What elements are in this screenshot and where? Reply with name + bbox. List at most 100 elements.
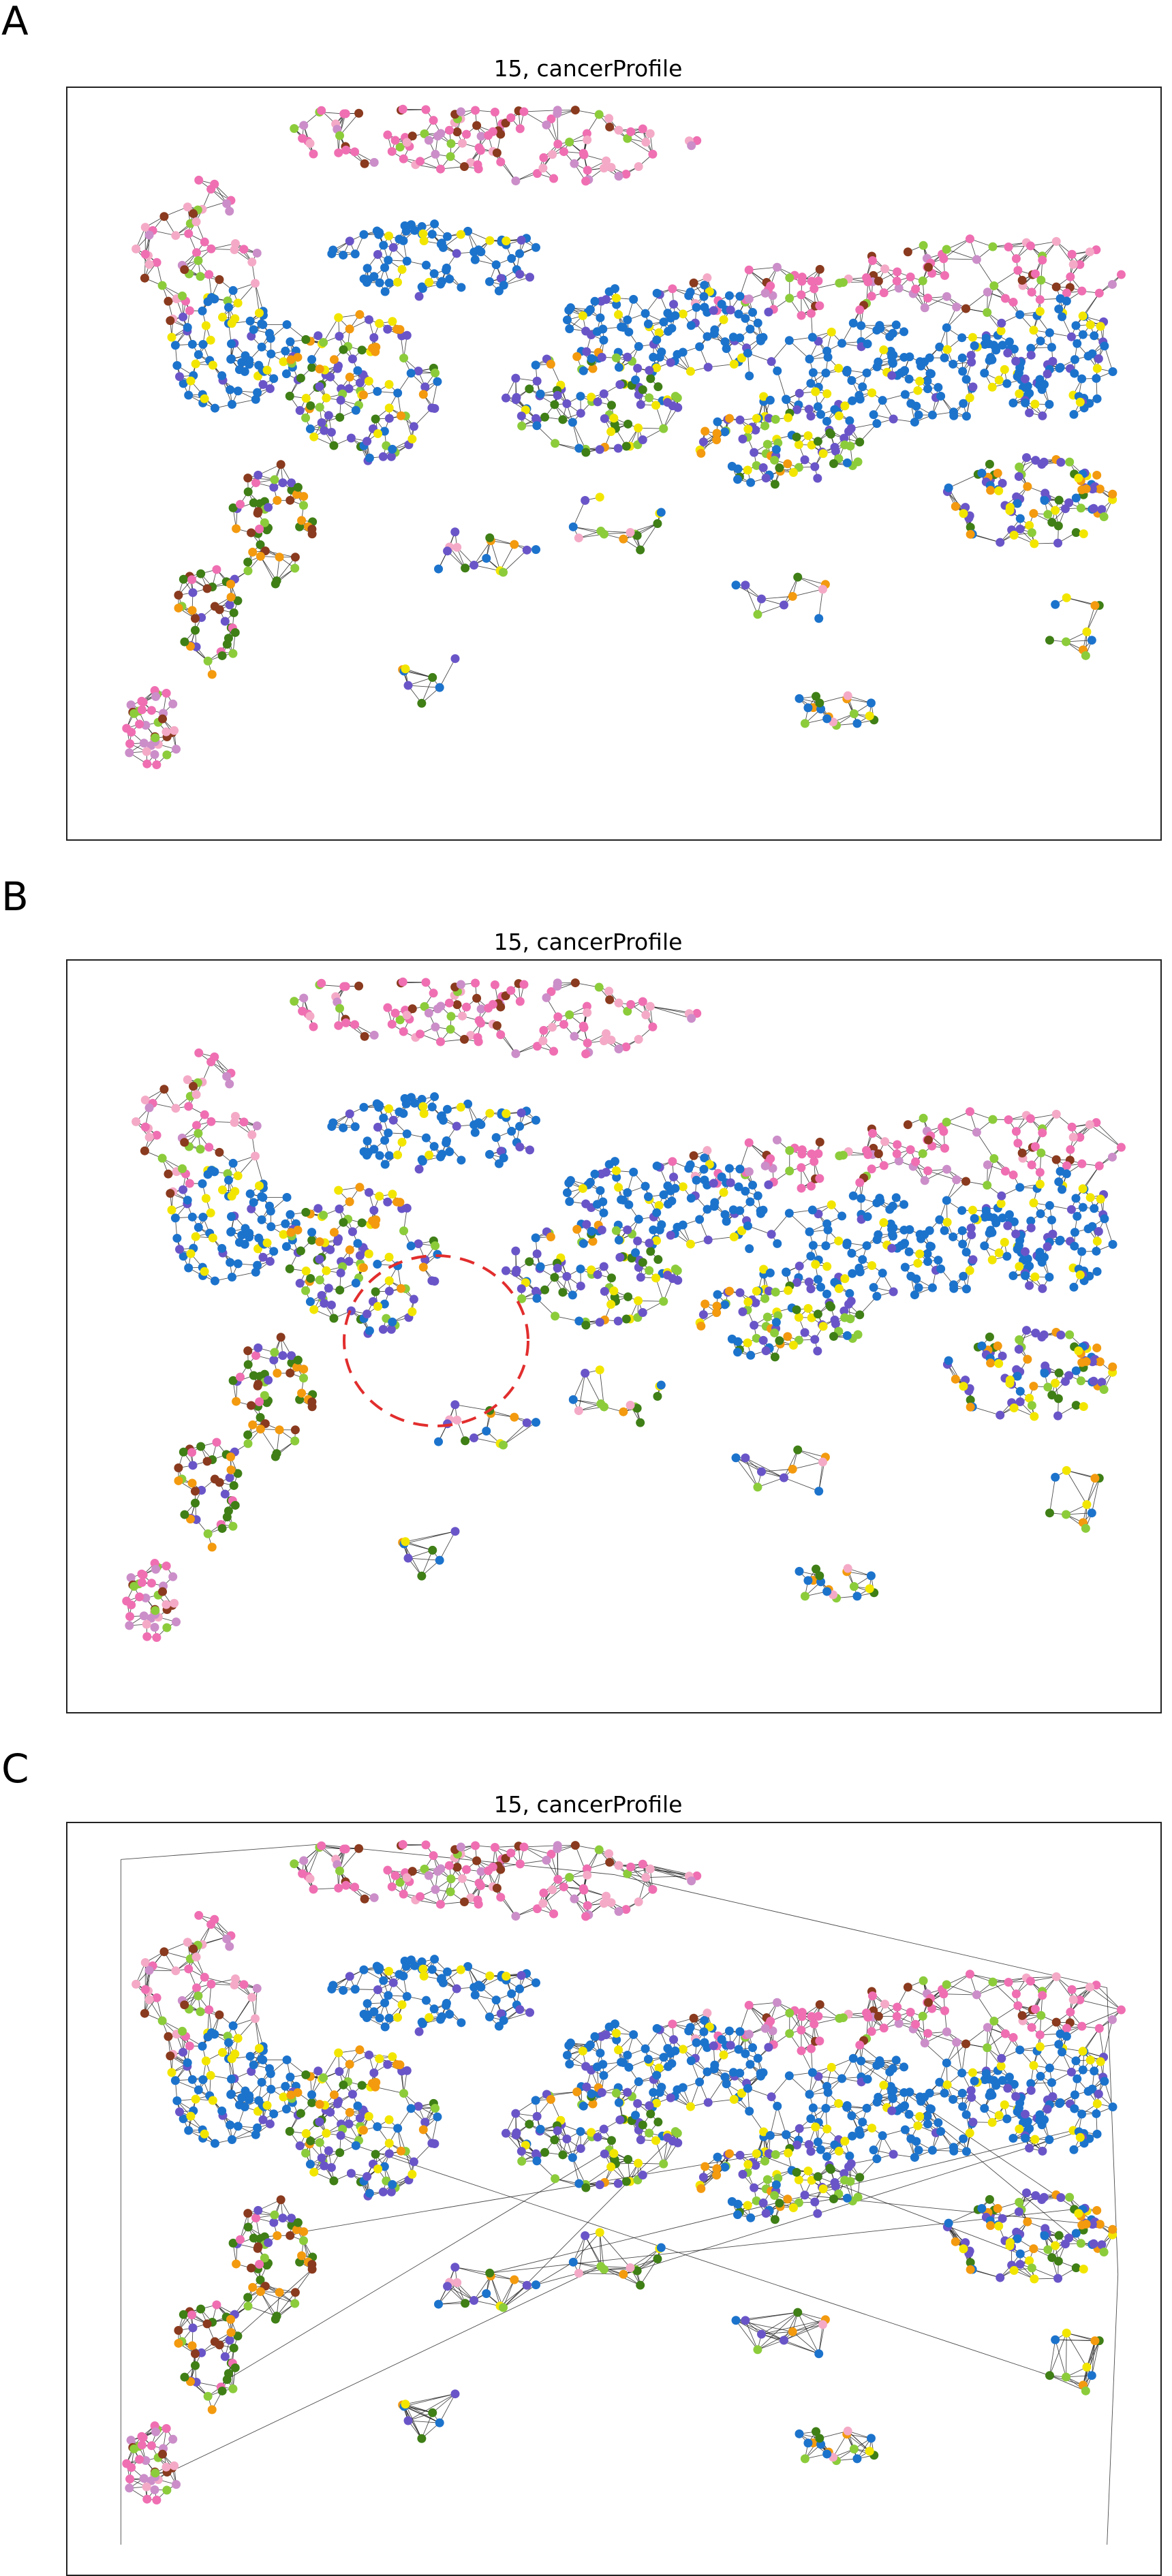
cell-node: [872, 419, 881, 428]
cell-node: [548, 1885, 557, 1894]
cell-node: [636, 1273, 645, 1282]
cell-node: [943, 345, 952, 354]
cell-node: [1004, 1115, 1013, 1124]
cell-node: [286, 2231, 294, 2240]
cell-node: [583, 1901, 592, 1910]
graph-edges: [127, 109, 1122, 764]
cell-node: [249, 498, 258, 507]
cell-node: [892, 1193, 901, 1202]
cell-node: [172, 2096, 181, 2105]
cell-node: [170, 2462, 179, 2470]
cell-node: [174, 2339, 183, 2348]
cell-node: [668, 2019, 677, 2028]
cell-node: [636, 2281, 645, 2290]
cell-node: [243, 558, 252, 567]
cell-node: [531, 545, 540, 554]
cell-node: [188, 1478, 197, 1487]
cell-node: [365, 315, 373, 324]
cell-node: [809, 284, 818, 293]
cell-node: [1070, 369, 1079, 378]
cell-node: [385, 1253, 394, 1262]
cell-node: [671, 1264, 680, 1273]
cell-node: [482, 554, 491, 563]
cell-node: [994, 2222, 1003, 2231]
cell-node: [889, 2150, 898, 2159]
cell-node: [829, 459, 838, 468]
cell-node: [1015, 2207, 1023, 2216]
cell-node: [507, 1127, 516, 1136]
cell-node: [443, 232, 452, 241]
cell-node: [140, 274, 149, 283]
cell-node: [171, 1213, 180, 1222]
cell-node: [429, 989, 438, 997]
cell-node: [430, 1955, 439, 1964]
cell-node: [383, 1866, 392, 1875]
cell-node: [226, 2336, 234, 2344]
cell-node: [581, 2183, 590, 2192]
cell-node: [607, 163, 616, 172]
cell-node: [192, 217, 201, 226]
cell-node: [379, 240, 388, 249]
cell-node: [767, 2092, 776, 2101]
cell-node: [339, 1845, 348, 1854]
cell-node: [127, 728, 136, 736]
cell-node: [1090, 1377, 1098, 1386]
cell-node: [436, 280, 445, 289]
cell-node: [211, 2139, 219, 2148]
cell-node: [139, 2433, 148, 2442]
cell-node: [211, 2338, 219, 2346]
cell-node: [178, 292, 187, 300]
cell-node: [571, 978, 580, 987]
cell-node: [983, 1160, 992, 1169]
cell-node: [179, 313, 187, 322]
cell-node: [1047, 2078, 1056, 2087]
cell-node: [266, 334, 275, 343]
cell-node: [815, 301, 824, 310]
cell-node: [398, 265, 407, 274]
cell-node: [1108, 490, 1117, 499]
cell-node: [695, 342, 704, 351]
cell-node: [1079, 2265, 1088, 2274]
cell-node: [822, 714, 831, 723]
cell-node: [1056, 2193, 1065, 2202]
cell-node: [158, 281, 167, 290]
cell-node: [309, 2168, 318, 2177]
cell-node: [589, 1237, 598, 1246]
cell-node: [196, 1442, 205, 1451]
cell-node: [939, 254, 948, 263]
cell-node: [785, 2071, 794, 2080]
cell-node: [135, 719, 144, 728]
cell-node: [1016, 2250, 1025, 2259]
cell-node: [767, 1230, 776, 1239]
cell-node: [746, 1351, 755, 1360]
cell-node: [831, 1316, 839, 1324]
cell-node: [1094, 354, 1103, 363]
cell-node: [476, 1983, 485, 1991]
cell-node: [801, 455, 809, 464]
cell-node: [168, 2068, 176, 2077]
cell-node: [869, 1283, 878, 1292]
cell-node: [983, 308, 991, 317]
cell-node: [940, 2089, 949, 2098]
cell-node: [605, 288, 614, 296]
cell-node: [135, 1592, 144, 1601]
cell-node: [713, 1290, 722, 1299]
cell-node: [266, 2085, 275, 2094]
cell-node: [905, 352, 914, 361]
cell-node: [745, 1244, 754, 1253]
cell-node: [138, 1578, 146, 1587]
cell-node: [811, 2122, 820, 2131]
cell-node: [795, 1262, 804, 1271]
cell-node: [773, 2102, 782, 2111]
cell-node: [258, 1215, 266, 1224]
cell-node: [822, 417, 831, 426]
cell-node: [687, 1194, 696, 1202]
cell-node: [814, 437, 822, 446]
cell-node: [609, 414, 618, 422]
cell-node: [204, 2392, 213, 2401]
cell-node: [184, 1964, 193, 1973]
cell-node: [867, 2124, 876, 2132]
cell-node: [355, 2045, 364, 2054]
cell-node: [209, 2096, 217, 2105]
cell-node: [1036, 1168, 1045, 1177]
